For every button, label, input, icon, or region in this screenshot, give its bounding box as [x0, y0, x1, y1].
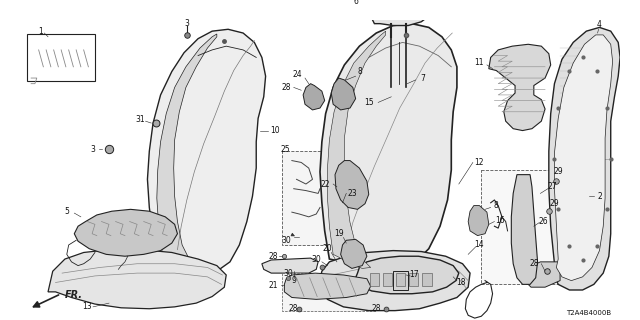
Text: 13: 13 [83, 302, 92, 311]
Text: 4: 4 [597, 20, 602, 29]
Bar [370, 273, 379, 286]
Bar [383, 273, 392, 286]
Polygon shape [320, 24, 457, 273]
Polygon shape [554, 35, 612, 281]
Text: 24: 24 [292, 70, 302, 79]
Bar [393, 271, 408, 290]
Text: 15: 15 [364, 98, 374, 107]
Text: 23: 23 [347, 189, 356, 198]
Text: 3: 3 [184, 19, 189, 28]
Text: 12: 12 [475, 158, 484, 167]
Text: 21: 21 [268, 281, 278, 290]
Text: 30: 30 [282, 236, 291, 245]
Text: 25: 25 [280, 145, 290, 154]
Polygon shape [48, 250, 226, 309]
Text: 5: 5 [65, 207, 69, 216]
Text: 6: 6 [353, 0, 358, 6]
Polygon shape [356, 256, 459, 294]
Polygon shape [303, 84, 324, 110]
Bar [481, 170, 589, 284]
Bar [422, 273, 431, 286]
Text: 28: 28 [289, 304, 298, 313]
Polygon shape [74, 209, 177, 256]
Polygon shape [157, 34, 217, 269]
Polygon shape [549, 28, 620, 290]
Text: FR.: FR. [65, 290, 83, 300]
Text: 18: 18 [456, 278, 465, 287]
Text: 30: 30 [312, 255, 321, 264]
Text: 28: 28 [282, 83, 291, 92]
Text: 1: 1 [38, 27, 43, 36]
Polygon shape [147, 29, 266, 273]
Text: 14: 14 [475, 240, 484, 250]
Polygon shape [284, 273, 371, 300]
Polygon shape [369, 0, 431, 26]
Text: 28: 28 [371, 304, 381, 313]
Text: 10: 10 [270, 126, 280, 135]
Polygon shape [332, 78, 356, 110]
Text: T2A4B4000B: T2A4B4000B [566, 310, 611, 316]
Polygon shape [468, 205, 489, 236]
Text: 20: 20 [323, 244, 332, 253]
Polygon shape [335, 161, 369, 209]
Text: 29: 29 [550, 199, 559, 208]
Text: 22: 22 [321, 180, 330, 188]
Text: 9: 9 [291, 276, 296, 285]
Bar [282, 151, 346, 245]
Text: 19: 19 [334, 229, 344, 238]
Polygon shape [328, 31, 386, 268]
Text: 31: 31 [135, 115, 145, 124]
Text: 2: 2 [597, 192, 602, 201]
Polygon shape [489, 44, 550, 131]
Text: 3: 3 [91, 145, 95, 154]
Text: 7: 7 [420, 74, 426, 83]
Text: 16: 16 [495, 216, 505, 225]
Text: 29: 29 [554, 167, 563, 176]
Text: 8: 8 [494, 201, 499, 210]
Bar [28, 34, 95, 81]
Polygon shape [524, 262, 560, 287]
Polygon shape [340, 239, 367, 268]
Polygon shape [318, 251, 470, 311]
Text: 17: 17 [409, 270, 419, 279]
Text: 28: 28 [268, 252, 278, 261]
Text: 30: 30 [284, 268, 293, 278]
Text: 26: 26 [538, 217, 548, 226]
Bar [282, 273, 376, 311]
Text: 11: 11 [475, 58, 484, 67]
Text: 8: 8 [357, 67, 362, 76]
Bar [396, 273, 405, 286]
Text: 27: 27 [548, 182, 557, 191]
Text: 28: 28 [529, 259, 539, 268]
Polygon shape [262, 258, 318, 273]
Polygon shape [511, 175, 538, 284]
Bar [409, 273, 419, 286]
